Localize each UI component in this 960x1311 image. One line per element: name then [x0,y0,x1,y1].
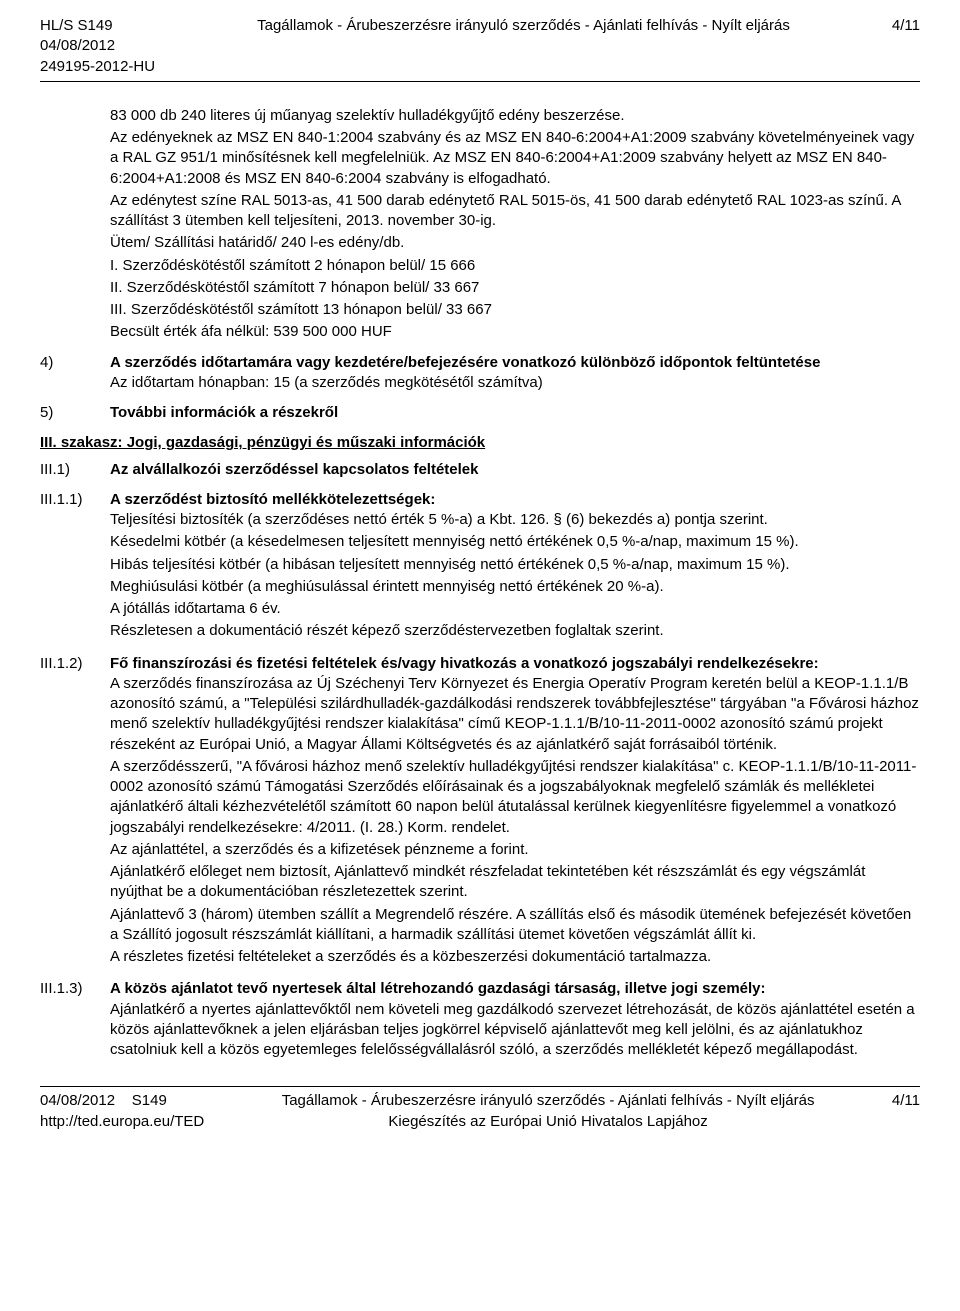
page-header: HL/S S149 04/08/2012 249195-2012-HU Tagá… [40,16,920,82]
iii-1-2-num: III.1.2) [40,654,110,674]
iii-1-2-line: Ajánlattevő 3 (három) ütemben szállít a … [110,905,920,946]
iii-1-3: III.1.3) A közös ajánlatot tevő nyertese… [110,979,920,1062]
iii-1-1-line: Késedelmi kötbér (a késedelmesen teljesí… [110,532,920,552]
section-iii-title: III. szakasz: Jogi, gazdasági, pénzügyi … [40,433,920,453]
iii-1-2-line: A szerződés finanszírozása az Új Széchen… [110,674,920,755]
iii-1-2-line: Az ajánlattétel, a szerződés és a kifize… [110,840,920,860]
intro-line: Becsült érték áfa nélkül: 539 500 000 HU… [110,322,920,342]
iii-1-1-line: Meghiúsulási kötbér (a meghiúsulással ér… [110,577,920,597]
page-footer: 04/08/2012 S149 http://ted.europa.eu/TED… [40,1086,920,1132]
iii-1-1-line: Teljesítési biztosíték (a szerződéses ne… [110,510,920,530]
iii-1-2-line: A szerződésszerű, "A fővárosi házhoz men… [110,757,920,838]
intro-line: Ütem/ Szállítási határidő/ 240 l-es edén… [110,233,920,253]
header-center: Tagállamok - Árubeszerzésre irányuló sze… [155,16,892,77]
item-4-num: 4) [40,353,110,373]
header-date: 04/08/2012 [40,36,155,56]
footer-center-2: Kiegészítés az Európai Unió Hivatalos La… [282,1112,815,1132]
footer-left: 04/08/2012 S149 http://ted.europa.eu/TED [40,1091,204,1132]
intro-line: 83 000 db 240 literes új műanyag szelekt… [110,106,920,126]
iii-1: III.1) Az alvállalkozói szerződéssel kap… [110,460,920,480]
footer-center-1: Tagállamok - Árubeszerzésre irányuló sze… [282,1091,815,1111]
iii-1-3-line: Ajánlatkérő a nyertes ajánlattevőktől ne… [110,1000,920,1061]
iii-1-title: Az alvállalkozói szerződéssel kapcsolato… [110,460,920,480]
footer-center: Tagállamok - Árubeszerzésre irányuló sze… [282,1091,815,1132]
iii-1-1-title: A szerződést biztosító mellékkötelezetts… [110,490,920,510]
footer-date: 04/08/2012 [40,1092,115,1109]
iii-1-1-line: A jótállás időtartama 6 év. [110,599,920,619]
item-5-title: További információk a részekről [110,403,920,423]
intro-line: Az edénytest színe RAL 5013-as, 41 500 d… [110,191,920,232]
iii-1-2-line: Ajánlatkérő előleget nem biztosít, Ajánl… [110,862,920,903]
item-4-title: A szerződés időtartamára vagy kezdetére/… [110,353,920,373]
item-4: 4) A szerződés időtartamára vagy kezdeté… [110,353,920,394]
iii-1-1-line: Részletesen a dokumentáció részét képező… [110,621,920,641]
item-4-line: Az időtartam hónapban: 15 (a szerződés m… [110,373,920,393]
section-iii-content: III.1) Az alvállalkozói szerződéssel kap… [40,460,920,1063]
iii-1-1-line: Hibás teljesítési kötbér (a hibásan telj… [110,555,920,575]
iii-1-2: III.1.2) Fő finanszírozási és fizetési f… [110,654,920,970]
header-ref-1: HL/S S149 [40,16,155,36]
intro-line: Az edényeknek az MSZ EN 840-1:2004 szabv… [110,128,920,189]
header-page: 4/11 [892,16,920,77]
page: HL/S S149 04/08/2012 249195-2012-HU Tagá… [0,0,960,1156]
intro-line: II. Szerződéskötéstől számított 7 hónapo… [110,278,920,298]
iii-1-1: III.1.1) A szerződést biztosító mellékkö… [110,490,920,644]
footer-issue: S149 [132,1092,167,1109]
footer-page: 4/11 [892,1091,920,1132]
intro-line: III. Szerződéskötéstől számított 13 hóna… [110,300,920,320]
header-ref-2: 249195-2012-HU [40,57,155,77]
iii-1-num: III.1) [40,460,110,480]
footer-url: http://ted.europa.eu/TED [40,1112,204,1132]
content: 83 000 db 240 literes új műanyag szelekt… [40,106,920,424]
intro-line: I. Szerződéskötéstől számított 2 hónapon… [110,256,920,276]
iii-1-3-num: III.1.3) [40,979,110,999]
iii-1-1-num: III.1.1) [40,490,110,510]
iii-1-2-title: Fő finanszírozási és fizetési feltételek… [110,654,920,674]
iii-1-2-line: A részletes fizetési feltételeket a szer… [110,947,920,967]
iii-1-3-title: A közös ajánlatot tevő nyertesek által l… [110,979,920,999]
item-5-num: 5) [40,403,110,423]
header-left: HL/S S149 04/08/2012 249195-2012-HU [40,16,155,77]
item-5: 5) További információk a részekről [110,403,920,423]
